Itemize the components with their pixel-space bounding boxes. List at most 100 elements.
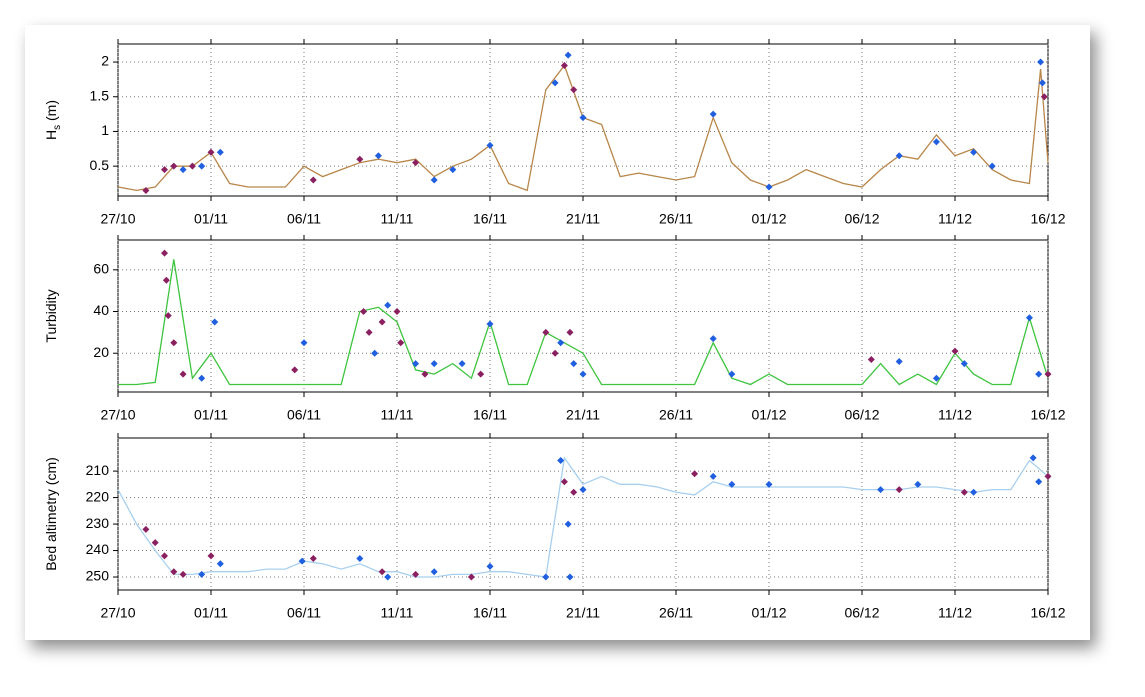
marker (551, 349, 559, 357)
y-tick-label: 0.5 (90, 157, 110, 173)
x-tick-label: 16/11 (473, 605, 507, 621)
marker (560, 62, 568, 70)
y-label-rest: (m) (43, 100, 59, 125)
marker (932, 138, 940, 146)
marker (216, 148, 224, 156)
marker (430, 176, 438, 184)
marker (371, 349, 379, 357)
marker (164, 312, 172, 320)
marker (211, 318, 219, 326)
marker (1040, 93, 1048, 101)
marker (378, 568, 386, 576)
y-axis-label: Bed altimetry (cm) (43, 457, 59, 571)
marker (1038, 79, 1046, 87)
marker (895, 152, 903, 160)
x-tick-label: 16/11 (473, 211, 507, 227)
marker (161, 166, 168, 174)
marker (1044, 370, 1052, 378)
marker (932, 374, 940, 382)
marker (1029, 454, 1037, 462)
marker (570, 86, 578, 94)
x-tick-label: 21/11 (566, 407, 600, 423)
marker (374, 152, 382, 160)
marker (421, 370, 429, 378)
x-tick-label: 16/12 (1030, 407, 1065, 423)
y-label-sub: s (52, 125, 63, 130)
x-tick-label: 27/10 (100, 407, 135, 423)
marker (356, 155, 364, 163)
marker (412, 570, 420, 578)
x-tick-label: 11/12 (938, 605, 972, 621)
x-tick-label: 01/11 (194, 211, 228, 227)
x-tick-label: 06/11 (287, 605, 321, 621)
x-tick-label: 11/11 (381, 605, 414, 621)
marker (709, 472, 717, 480)
x-tick-label: 26/11 (659, 605, 693, 621)
marker (486, 562, 494, 570)
marker (557, 339, 565, 347)
x-tick-label: 26/11 (659, 407, 693, 423)
y-axis-label: Turbidity (43, 289, 59, 342)
marker (170, 568, 178, 576)
marker (1035, 370, 1043, 378)
marker (300, 339, 308, 347)
marker (557, 457, 565, 465)
marker (430, 360, 438, 368)
marker (384, 573, 392, 581)
x-tick-label: 06/12 (844, 211, 879, 227)
card (25, 25, 1090, 640)
y-tick-label: 2 (101, 53, 109, 69)
marker (877, 486, 885, 494)
marker (170, 162, 178, 170)
marker (151, 539, 159, 547)
x-tick-label: 16/12 (1030, 211, 1065, 227)
y-tick-label: 20 (93, 344, 109, 360)
marker (161, 552, 168, 560)
x-tick-label: 11/12 (938, 407, 972, 423)
marker (309, 554, 317, 562)
marker (161, 249, 168, 257)
x-tick-label: 16/11 (473, 407, 507, 423)
marker (360, 308, 368, 316)
x-tick-label: 11/11 (381, 407, 414, 423)
x-tick-label: 06/11 (287, 211, 321, 227)
x-tick-label: 11/11 (381, 211, 414, 227)
marker (356, 554, 364, 562)
marker (1035, 478, 1043, 486)
marker (198, 570, 206, 578)
marker (570, 360, 578, 368)
marker (560, 478, 568, 486)
marker (566, 328, 574, 336)
y-tick-label: 220 (86, 488, 110, 504)
marker (570, 488, 578, 496)
marker (198, 374, 206, 382)
marker (412, 159, 420, 167)
marker (579, 114, 587, 122)
marker (951, 347, 959, 355)
marker (397, 339, 405, 347)
marker (728, 480, 736, 488)
marker (142, 186, 150, 194)
marker (988, 162, 996, 170)
x-tick-label: 16/12 (1030, 605, 1065, 621)
marker (970, 488, 978, 496)
marker (207, 552, 215, 560)
marker (691, 470, 699, 478)
marker (564, 51, 572, 59)
marker (895, 358, 903, 366)
marker (378, 318, 386, 326)
y-label-main: H (43, 130, 59, 140)
marker (467, 573, 475, 581)
data-line (117, 456, 1049, 578)
marker (765, 183, 773, 191)
marker (198, 162, 206, 170)
marker (960, 360, 968, 368)
x-tick-label: 11/12 (938, 211, 972, 227)
x-tick-label: 06/12 (844, 605, 879, 621)
data-line (117, 64, 1049, 192)
marker (477, 370, 485, 378)
marker (458, 360, 466, 368)
marker (566, 573, 574, 581)
marker (216, 560, 224, 568)
y-tick-label: 230 (86, 515, 110, 531)
